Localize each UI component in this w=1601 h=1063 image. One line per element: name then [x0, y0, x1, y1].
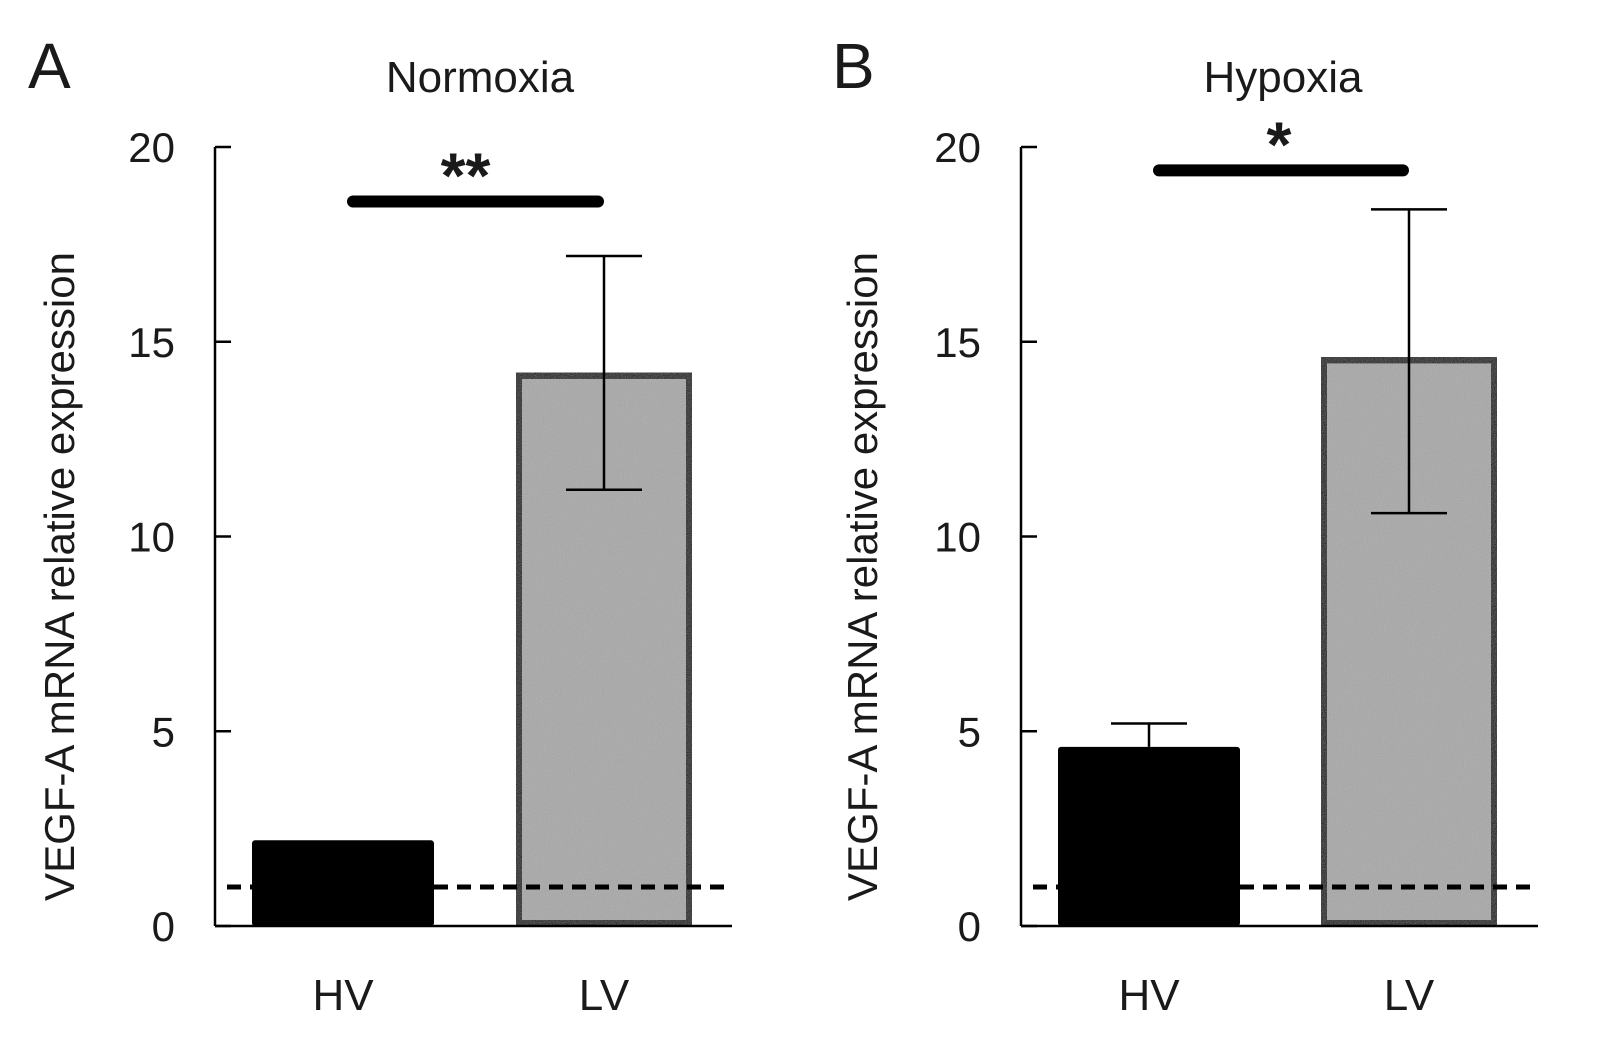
x-category-label: LV — [579, 971, 630, 1020]
error-bar-lv — [1371, 208, 1447, 515]
error-bar-lv — [566, 254, 642, 492]
error-bar-hv — [1111, 722, 1187, 747]
panel-letter: A — [28, 30, 71, 102]
y-tick-label: 15 — [128, 319, 175, 366]
y-tick-label: 15 — [934, 319, 981, 366]
x-category-label: HV — [1118, 971, 1180, 1020]
y-axis-label: VEGF-A mRNA relative expression — [839, 252, 886, 901]
y-tick-label: 5 — [152, 708, 175, 755]
significance-label: * — [1267, 108, 1292, 180]
chart-title: Normoxia — [386, 53, 575, 102]
significance-label: ** — [441, 140, 491, 212]
bar-hv — [1058, 746, 1240, 926]
y-axis-label: VEGF-A mRNA relative expression — [36, 252, 83, 901]
chart-panel-b: B Hypoxia VEGF-A mRNA relative expression 0… — [832, 30, 1538, 1020]
bar-hv — [252, 840, 434, 926]
y-tick-label: 5 — [958, 708, 981, 755]
x-category-label: LV — [1384, 971, 1435, 1020]
y-tick-label: 20 — [128, 124, 175, 171]
x-category-label: HV — [312, 971, 374, 1020]
chart-panel-a: A Normoxia VEGF-A mRNA relative expression… — [28, 30, 732, 1020]
y-tick-label: 0 — [958, 903, 981, 950]
y-tick-label: 10 — [128, 514, 175, 561]
panel-letter: B — [832, 30, 875, 102]
chart-title: Hypoxia — [1204, 53, 1363, 102]
y-tick-label: 10 — [934, 514, 981, 561]
y-tick-label: 20 — [934, 124, 981, 171]
y-tick-label: 0 — [152, 903, 175, 950]
